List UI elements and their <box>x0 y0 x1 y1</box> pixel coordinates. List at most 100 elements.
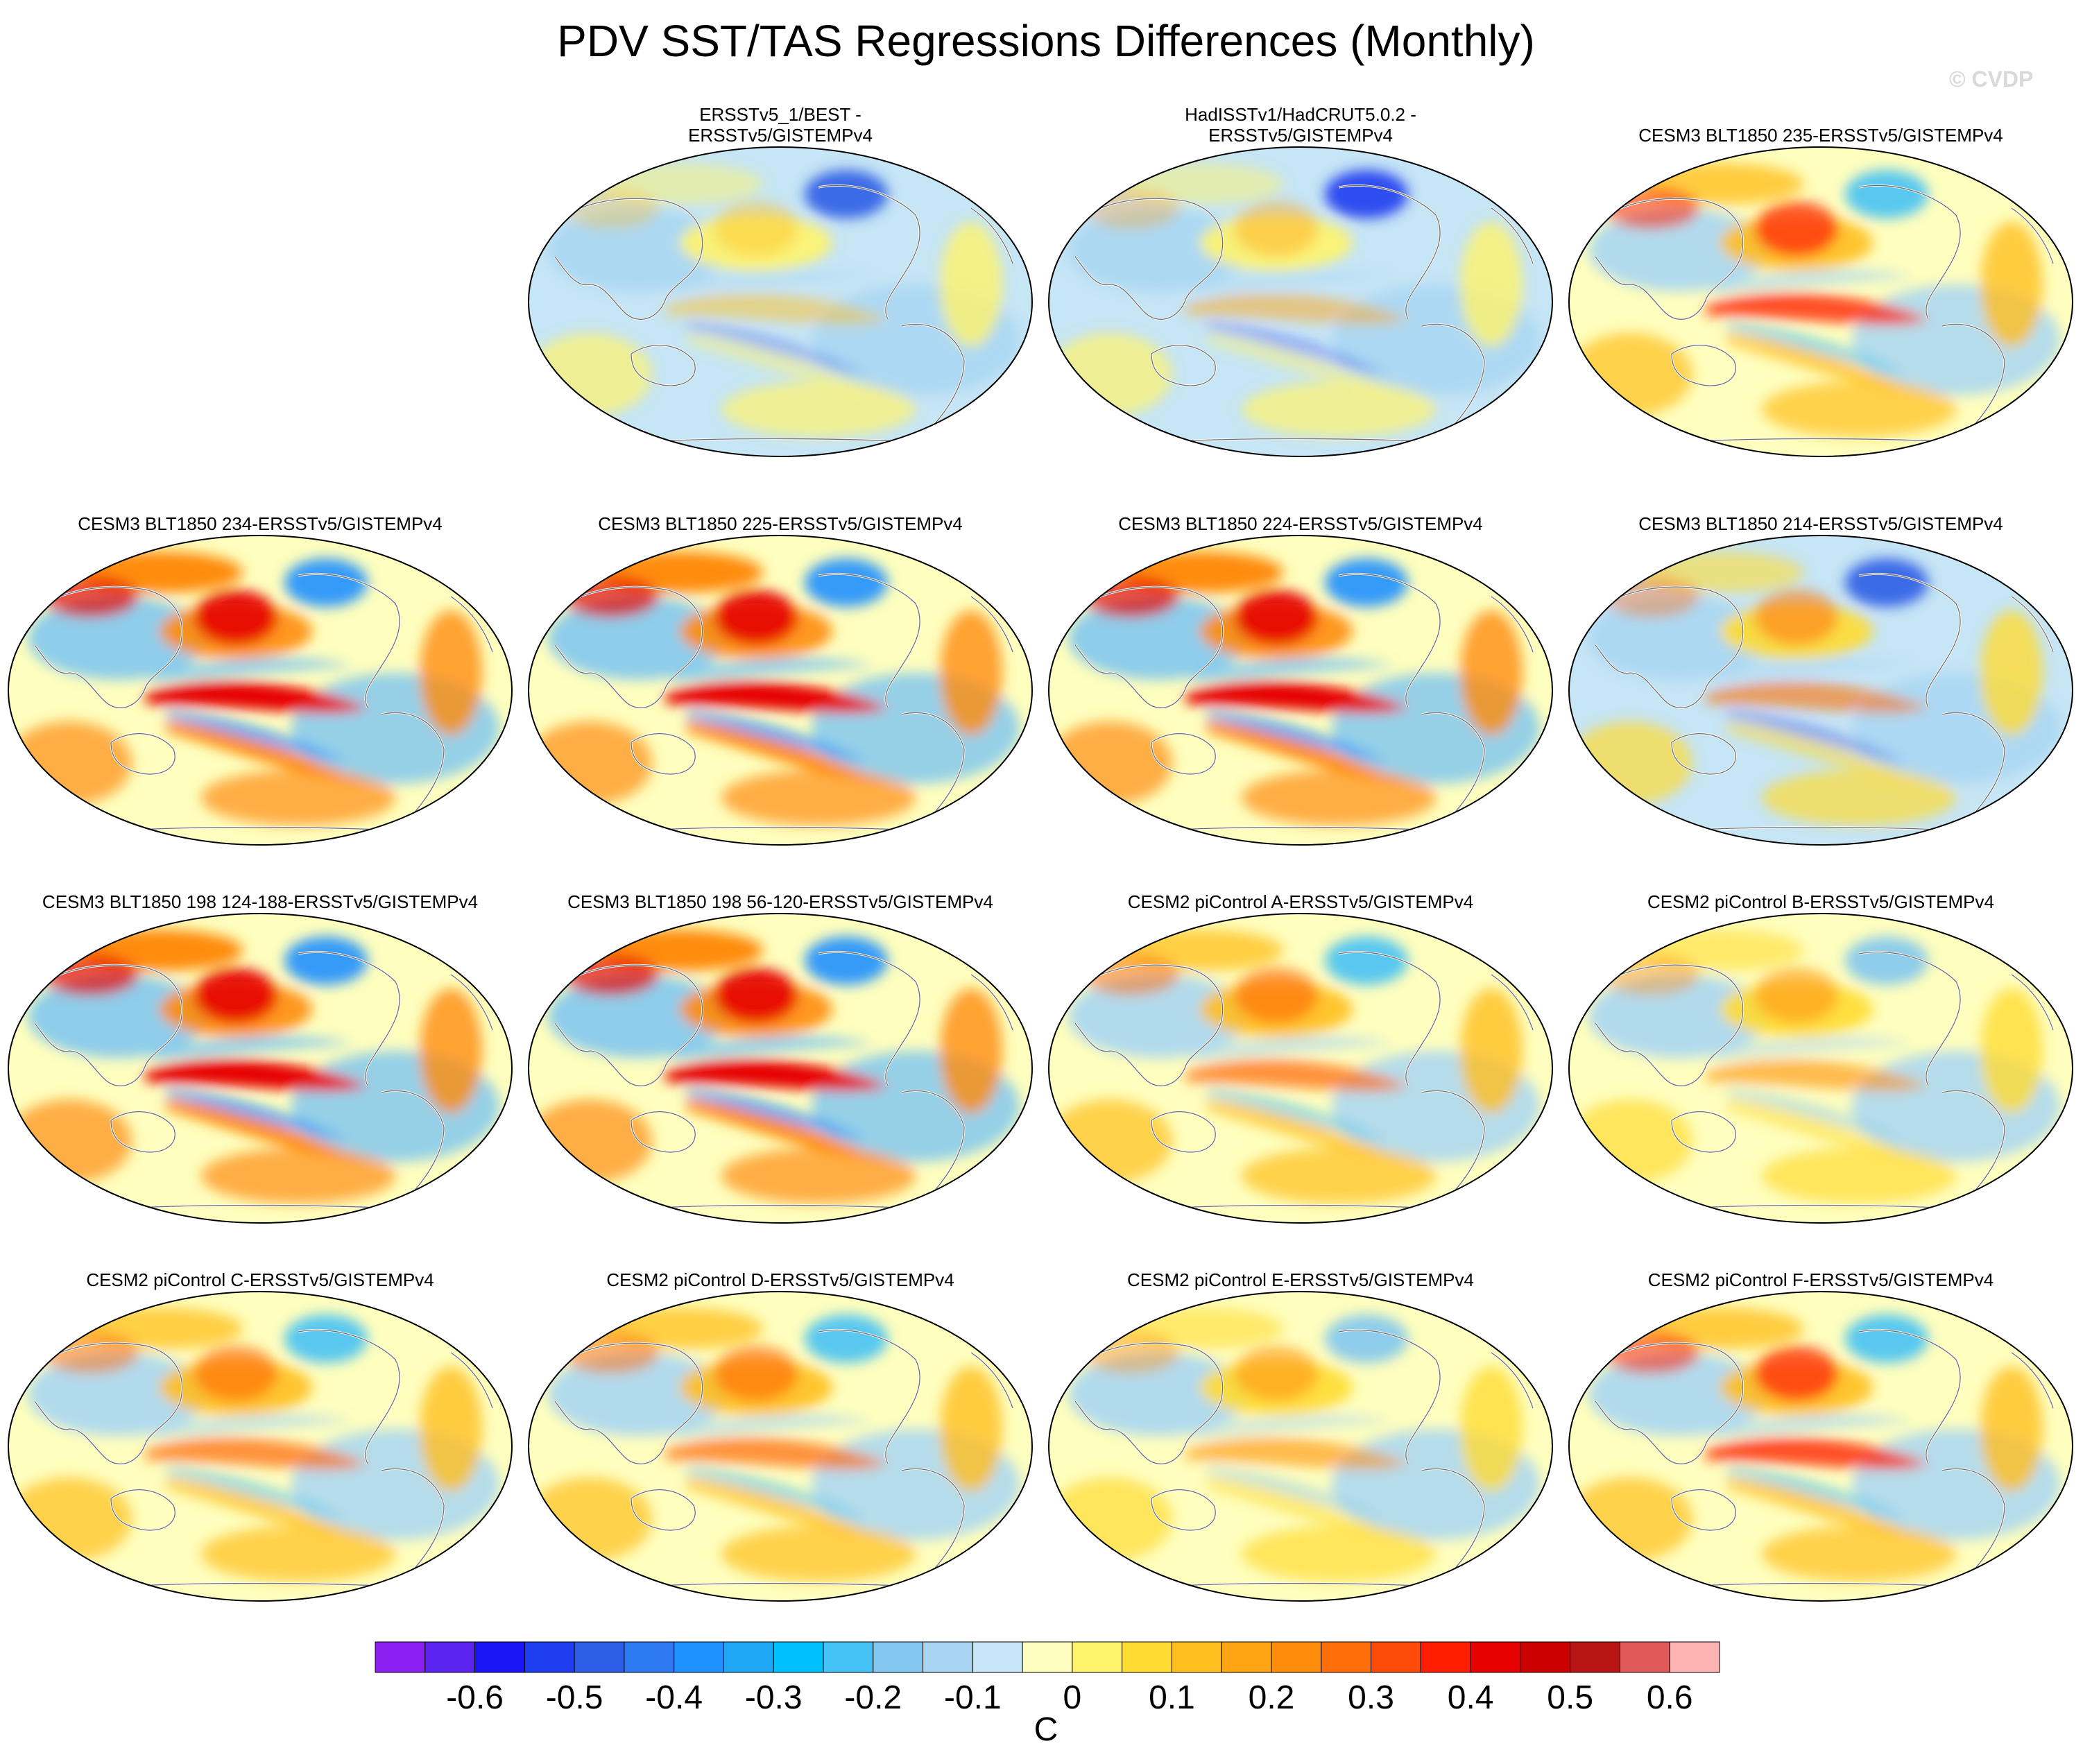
map-panel: CESM3 BLT1850 234-ERSSTv5/GISTEMPv4 <box>0 486 520 846</box>
warm-anomaly-southern-ocean <box>721 1526 916 1582</box>
coastline-asia <box>1595 964 1744 1086</box>
robinson-map <box>528 146 1033 457</box>
coastline-north-america <box>298 1329 400 1464</box>
asia-hotspot <box>1082 954 1179 995</box>
warm-anomaly-southern-ocean <box>201 1148 395 1204</box>
north-tropical-cool-band <box>153 1036 354 1059</box>
coastline-north-america <box>1858 573 1961 708</box>
coastline-south-america <box>1941 323 2005 438</box>
warm-anomaly-south-america <box>1460 988 1523 1113</box>
south-tropical-cool-band <box>687 711 867 763</box>
colorbar-swatch <box>1122 1641 1172 1673</box>
colorbar-swatch <box>1321 1641 1372 1673</box>
coastline-asia <box>1074 1342 1224 1464</box>
north-tropical-cool-band <box>1713 1414 1914 1437</box>
south-tropical-cool-band <box>687 1089 867 1141</box>
map-field <box>8 914 512 1223</box>
cool-anomaly-west-pacific <box>1068 208 1249 291</box>
coastline-australia <box>110 733 175 775</box>
colorbar-unit-label: C <box>1034 1711 1058 1748</box>
warm-anomaly-indian-ocean <box>1049 721 1172 805</box>
warm-anomaly-south-america <box>1460 610 1523 735</box>
coastline-north-america <box>818 185 920 320</box>
robinson-map <box>1048 146 1553 457</box>
warm-anomaly-indian-ocean <box>529 1478 652 1561</box>
colorbar-tick-label: -0.3 <box>744 1679 803 1716</box>
asia-hotspot <box>1082 576 1179 617</box>
asia-hotspot <box>42 576 139 617</box>
warm-anomaly-south-america <box>1460 222 1523 347</box>
cool-anomaly-north-america <box>1845 558 1928 607</box>
robinson-map <box>8 913 513 1224</box>
colorbar-swatch <box>1271 1641 1322 1673</box>
coastline-australia <box>631 345 696 386</box>
cool-anomaly-north-america <box>1845 1315 1928 1363</box>
cool-anomaly-north-america <box>284 1315 368 1363</box>
north-pacific-hotspot <box>1235 201 1318 257</box>
map-field <box>529 147 1032 456</box>
colorbar-tick-label: 0.2 <box>1248 1679 1295 1716</box>
panel-title: CESM2 piControl D-ERSSTv5/GISTEMPv4 <box>606 1269 954 1290</box>
north-pacific-hotspot <box>194 590 277 645</box>
map-field <box>1569 147 2073 456</box>
map-panel: CESM2 piControl C-ERSSTv5/GISTEMPv4 <box>0 1242 520 1602</box>
cool-anomaly-north-america <box>1325 170 1408 219</box>
north-tropical-cool-band <box>673 270 874 293</box>
coastline-south-america <box>901 712 965 826</box>
coastline-south-america <box>901 1468 965 1582</box>
coastline-australia <box>1671 1489 1736 1531</box>
asia-hotspot <box>1602 187 1699 229</box>
coastline-australia <box>1671 1111 1736 1153</box>
south-tropical-cool-band <box>1207 323 1387 375</box>
coastline-europe-africa <box>1491 1352 1534 1409</box>
coastline-south-america <box>381 1090 445 1204</box>
map-panel: CESM2 piControl F-ERSSTv5/GISTEMPv4 <box>1561 1242 2081 1602</box>
robinson-map <box>1048 913 1553 1224</box>
map-panel: CESM3 BLT1850 198 56-120-ERSSTv5/GISTEMP… <box>520 864 1040 1224</box>
warm-anomaly-indian-ocean <box>8 1478 132 1561</box>
colorbar-tick-label: -0.4 <box>645 1679 703 1716</box>
coastline-asia <box>554 1342 703 1464</box>
north-tropical-cool-band <box>673 1414 874 1437</box>
warm-anomaly-indian-ocean <box>529 721 652 805</box>
north-tropical-cool-band <box>153 1414 354 1437</box>
map-outline <box>1568 1291 2073 1602</box>
map-outline <box>1048 1291 1553 1602</box>
asia-hotspot <box>1602 576 1699 617</box>
map-panel: HadISSTv1/HadCRUT5.0.2 - ERSSTv5/GISTEMP… <box>1040 97 1561 458</box>
warm-anomaly-south-america <box>420 1367 482 1491</box>
panel-title: CESM2 piControl F-ERSSTv5/GISTEMPv4 <box>1647 1269 1994 1290</box>
south-tropical-cool-band <box>166 1467 347 1519</box>
map-panel: CESM2 piControl A-ERSSTv5/GISTEMPv4 <box>1040 864 1561 1224</box>
cool-anomaly-west-pacific <box>1588 208 1769 291</box>
warm-anomaly-south-america <box>420 988 482 1113</box>
tropical-warm-tongue <box>666 1437 888 1469</box>
coastline-australia <box>1151 733 1216 775</box>
robinson-map <box>1048 535 1553 846</box>
south-pacific-warm-band <box>687 721 888 784</box>
tropical-warm-tongue <box>1706 681 1928 713</box>
tropical-warm-tongue <box>1706 1059 1928 1091</box>
cvdp-watermark: © CVDP <box>1949 67 2034 92</box>
warm-anomaly-indian-ocean <box>1049 1099 1172 1183</box>
asia-hotspot <box>1082 1332 1179 1373</box>
warm-anomaly-southern-ocean <box>1762 1526 1956 1582</box>
coastline-south-america <box>1941 1090 2005 1204</box>
coastline-north-america <box>1338 951 1441 1086</box>
cool-anomaly-west-pacific <box>1068 1353 1249 1436</box>
coastline-south-america <box>1421 323 1485 438</box>
map-outline <box>8 913 513 1224</box>
north-pacific-hotspot <box>1755 968 1838 1023</box>
robinson-map <box>8 535 513 846</box>
map-outline <box>8 535 513 846</box>
warm-anomaly-south-america <box>940 610 1002 735</box>
coastline-asia <box>34 964 183 1086</box>
colorbar-swatch <box>474 1641 525 1673</box>
warm-anomaly-southern-ocean <box>1762 1148 1956 1204</box>
robinson-map <box>8 1291 513 1602</box>
warm-anomaly-indian-ocean <box>1569 1099 1692 1183</box>
cool-anomaly-north-america <box>284 936 368 985</box>
tropical-warm-tongue <box>1706 293 1928 325</box>
cool-anomaly-north-america <box>1845 936 1928 985</box>
coastline-europe-africa <box>450 974 493 1031</box>
